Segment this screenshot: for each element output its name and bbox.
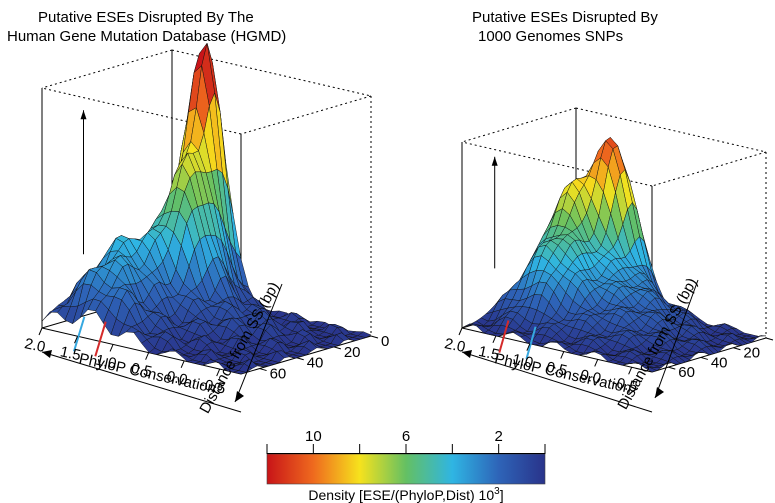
x-axis-arrow [41, 351, 242, 413]
phylop-threshold-line [525, 326, 537, 360]
y-tick-label: 0 [381, 333, 389, 350]
x-tick-mark [216, 368, 221, 377]
x-tick-mark [526, 343, 531, 351]
colorbar-tick-label: 2 [494, 428, 502, 445]
x-tick-mark [38, 327, 43, 336]
x-axis-arrowhead [462, 350, 472, 358]
phylop-threshold-line [94, 321, 107, 357]
y-tick-mark [733, 347, 741, 351]
phylop-threshold-line [498, 320, 510, 353]
x-tick-label: -0.5 [610, 374, 639, 396]
x-tick-mark [492, 335, 497, 344]
x-axis-arrow [461, 351, 653, 413]
y-tick-mark [296, 357, 304, 361]
x-tick-mark [145, 352, 150, 360]
x-tick-mark [560, 351, 565, 359]
y-axis-arrow [654, 279, 699, 399]
x-tick-label: 0.0 [579, 367, 603, 388]
box-edge-dashed [41, 87, 242, 135]
x-tick-label: 0.5 [545, 359, 569, 380]
y-tick-label: 40 [711, 354, 728, 371]
y-axis-arrow [234, 283, 283, 403]
y-tick-label: 60 [678, 364, 695, 381]
y-tick-mark [333, 346, 341, 350]
colorbar-label: Density [ESE/(PhyloP,Dist) 103] [308, 486, 503, 503]
x-tick-mark [180, 360, 185, 369]
surface-facet [643, 367, 658, 373]
y-tick-mark [765, 337, 774, 341]
x-tick-label: 0.5 [130, 360, 154, 381]
colorbar-tick-label: 6 [402, 428, 410, 445]
x-tick-mark [109, 344, 114, 352]
x-tick-label: -0.5 [198, 376, 227, 398]
y-tick-mark [700, 356, 708, 360]
colorbar-label-exponent: 3 [494, 486, 500, 497]
y-tick-label: 60 [270, 366, 287, 383]
z-axis-arrowhead [491, 156, 498, 166]
box-edge [41, 327, 242, 375]
x-tick-mark [74, 336, 78, 344]
x-tick-mark [458, 327, 463, 336]
x-tick-mark [594, 359, 599, 367]
y-tick-mark [370, 335, 379, 339]
colorbar-tick-label: 10 [305, 428, 322, 445]
x-tick-label: 0.0 [165, 368, 189, 389]
chart-title-right-line-1: Putative ESEs Disrupted By [472, 9, 658, 26]
x-tick-mark [628, 367, 633, 375]
surface-mesh [461, 136, 767, 373]
x-axis-arrowhead [42, 350, 52, 358]
box-edge-dashed [171, 49, 372, 97]
y-tick-mark [668, 366, 676, 370]
colorbar-label-text: Density [ESE/(PhyloP,Dist) 10 [308, 487, 494, 503]
y-tick-label: 40 [307, 355, 324, 372]
y-tick-label: 20 [743, 345, 760, 362]
y-axis-arrowhead [655, 387, 664, 398]
chart-title-right-line-2: 1000 Genomes SNPs [478, 28, 624, 45]
x-tick-label: 1.0 [94, 352, 118, 373]
colorbar-gradient [266, 453, 546, 485]
colorbar-label-close: ] [500, 487, 504, 503]
x-tick-label: 2.0 [23, 335, 47, 356]
chart-title-left-line-2: Human Gene Mutation Database (HGMD) [7, 28, 287, 45]
z-axis-arrowhead [80, 110, 87, 120]
y-tick-label: 20 [344, 344, 361, 361]
x-tick-label: 2.0 [443, 335, 467, 356]
chart-title-left-line-1: Putative ESEs Disrupted By The [38, 9, 254, 26]
y-axis-arrowhead [235, 391, 244, 402]
y-tick-mark [259, 368, 267, 372]
phylop-threshold-line [73, 316, 86, 352]
x-tick-label: 1.0 [511, 351, 535, 372]
